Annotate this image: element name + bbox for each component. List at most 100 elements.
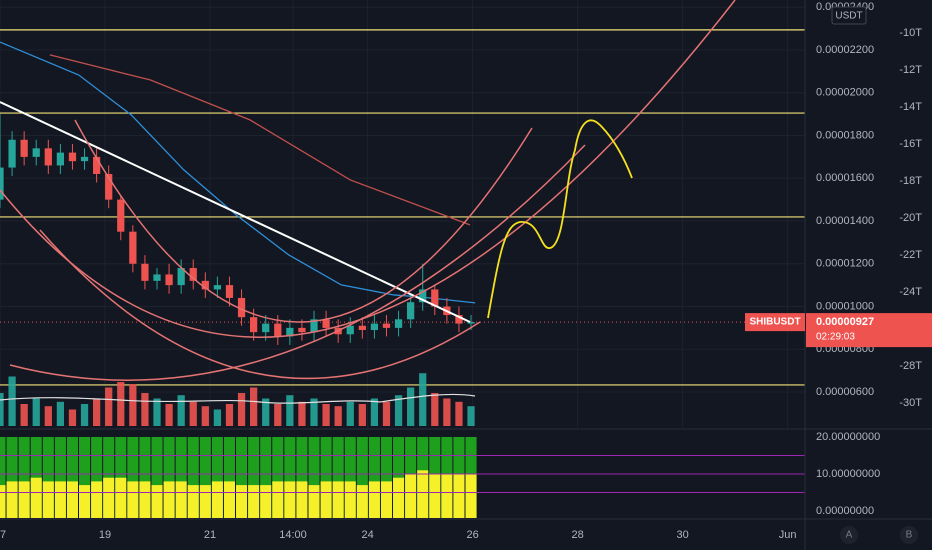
volume-bar xyxy=(117,382,125,426)
volume-bar xyxy=(92,398,101,426)
volume-bar xyxy=(189,401,197,426)
indicator-bar xyxy=(0,485,6,518)
indicator-bar xyxy=(248,485,260,518)
volume-bar xyxy=(56,401,65,426)
volume-bar xyxy=(334,406,342,426)
volume-bar xyxy=(250,387,258,426)
indicator-bar xyxy=(151,437,163,518)
indicator-bar xyxy=(175,481,187,518)
indicator-tick-label: 10.00000000 xyxy=(816,468,880,480)
indicator-bar xyxy=(139,437,151,518)
volume-bar xyxy=(419,373,427,426)
volume-bar xyxy=(382,401,391,426)
y-tick-label: 0.00000600 xyxy=(816,386,874,398)
x-tick-label: 30 xyxy=(677,529,689,541)
indicator-bar xyxy=(66,481,79,518)
volume-bar xyxy=(237,393,246,426)
indicator-bar xyxy=(199,485,211,518)
volume-bar xyxy=(129,384,137,426)
currency-box xyxy=(831,6,867,25)
x-tick-label: 14:00 xyxy=(279,529,307,541)
y-tick-label: 0.00002000 xyxy=(816,87,874,99)
indicator-bar xyxy=(187,485,199,518)
x-tick-label: 19 xyxy=(99,529,111,541)
y2-tick-label: -16T xyxy=(899,138,922,150)
volume-bar xyxy=(153,398,161,426)
candle-body xyxy=(129,231,137,264)
indicator-bar xyxy=(417,470,429,518)
indicator-bar xyxy=(199,437,211,518)
volume-bar xyxy=(322,404,330,426)
indicator-bar xyxy=(223,437,236,518)
x-tick-label: 17 xyxy=(0,529,6,541)
indicator-bar xyxy=(296,437,308,518)
candle-body xyxy=(431,289,439,307)
x-tick-label: 21 xyxy=(204,529,216,541)
indicator-bar xyxy=(223,481,236,518)
volume-bar xyxy=(44,406,52,426)
volume-bar xyxy=(431,393,439,426)
indicator-bar xyxy=(151,485,163,518)
y2-tick-label: -20T xyxy=(899,212,922,224)
indicator-bar xyxy=(54,481,66,518)
indicator-bar xyxy=(139,481,151,518)
candle-body xyxy=(141,263,149,281)
candle-body xyxy=(201,280,209,290)
x-tick-label: 28 xyxy=(572,529,584,541)
candle-body xyxy=(370,323,379,331)
scale-button-label[interactable]: B xyxy=(906,530,913,541)
y2-tick-label: -24T xyxy=(899,286,922,298)
scale-button-label[interactable]: A xyxy=(846,530,853,541)
candle-body xyxy=(32,148,40,157)
candle-body xyxy=(274,323,282,337)
candle-body xyxy=(8,139,16,168)
candle-body xyxy=(153,274,161,281)
moving-average xyxy=(0,41,476,304)
volume-bar xyxy=(467,406,475,426)
volume-bar xyxy=(20,404,28,426)
candle-body xyxy=(0,167,4,200)
symbol-label-box xyxy=(745,313,805,332)
y2-tick-label: -10T xyxy=(899,27,922,39)
volume-bar xyxy=(286,395,294,426)
y-tick-label: 0.00001400 xyxy=(816,215,874,227)
indicator-bar xyxy=(42,437,54,518)
indicator-tick-label: 20.00000000 xyxy=(816,431,880,443)
scale-button[interactable] xyxy=(900,526,918,544)
volume-bar xyxy=(225,404,234,426)
indicator-bar xyxy=(441,474,453,518)
indicator-bar xyxy=(18,481,30,518)
volume-bar xyxy=(32,398,40,426)
indicator-bar xyxy=(356,485,368,518)
scale-button[interactable] xyxy=(840,526,858,544)
indicator-bar xyxy=(18,437,30,518)
volume-bar xyxy=(346,401,354,426)
volume-bar xyxy=(165,404,173,426)
volume-bar xyxy=(298,401,306,426)
indicator-pane xyxy=(0,437,805,518)
indicator-bar xyxy=(91,481,103,518)
indicator-bar xyxy=(127,481,139,518)
indicator-bar xyxy=(187,437,199,518)
arc xyxy=(74,119,533,323)
candle-body xyxy=(44,148,52,166)
indicator-bar xyxy=(453,474,465,518)
volume-bar xyxy=(455,401,463,426)
price-pane xyxy=(0,0,805,428)
y-tick-label: 0.00002200 xyxy=(816,44,874,56)
y2-tick-label: -22T xyxy=(899,249,922,261)
indicator-bar xyxy=(368,481,380,518)
volume-bar xyxy=(80,404,89,426)
candle-body xyxy=(20,139,28,157)
indicator-bar xyxy=(0,437,6,518)
drawings xyxy=(0,0,736,404)
candle-body xyxy=(394,319,403,328)
indicator-bar xyxy=(344,481,356,518)
indicator-bar xyxy=(380,481,393,518)
candle-body xyxy=(262,323,270,333)
trend-line xyxy=(0,101,471,323)
freehand xyxy=(487,119,633,319)
currency: USDT xyxy=(835,11,862,22)
